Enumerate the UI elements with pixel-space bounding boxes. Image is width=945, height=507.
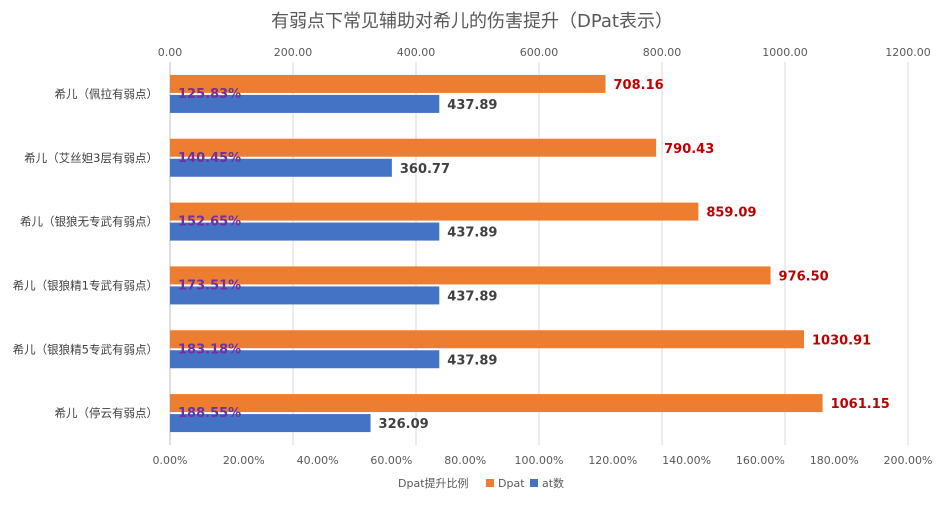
bar-dpat	[170, 202, 699, 221]
bar-dpat	[170, 266, 771, 285]
data-label-ratio: 183.18%	[178, 342, 241, 357]
legend-entry: Dpat	[498, 477, 525, 490]
data-label-ratio: 152.65%	[178, 215, 241, 230]
bar-at	[170, 414, 371, 433]
legend-swatch	[486, 479, 494, 487]
bottom-axis-tick-label: 20.00%	[223, 454, 265, 467]
bottom-axis-tick-label: 80.00%	[444, 454, 486, 467]
data-label-at: 326.09	[379, 417, 429, 432]
bars	[170, 74, 823, 433]
data-label-dpat: 1030.91	[812, 333, 871, 348]
legend-swatch	[530, 479, 538, 487]
category-label: 希儿（艾丝妲3层有弱点）	[24, 151, 158, 165]
legend: Dpat提升比例 Dpat at数	[398, 476, 564, 490]
data-label-ratio: 140.45%	[178, 151, 241, 166]
bottom-axis-tick-label: 100.00%	[515, 454, 564, 467]
data-label-at: 437.89	[447, 98, 497, 113]
category-axis: 希儿（佩拉有弱点） 希儿（艾丝妲3层有弱点） 希儿（银狼无专武有弱点） 希儿（银狼精1…	[13, 62, 171, 445]
data-label-ratio: 125.83%	[178, 87, 241, 102]
bottom-axis-tick-label: 140.00%	[662, 454, 711, 467]
category-label: 希儿（佩拉有弱点）	[55, 87, 159, 101]
data-label-ratio: 173.51%	[178, 278, 241, 293]
top-axis-tick-label: 400.00	[397, 46, 436, 59]
data-label-dpat: 976.50	[779, 269, 829, 284]
category-label: 希儿（银狼精1专武有弱点）	[13, 278, 158, 292]
category-label: 希儿（银狼精5专武有弱点）	[13, 342, 158, 356]
data-labels: 708.16 437.89 125.83% 790.43 360.77 140.45% 85…	[178, 78, 890, 432]
bar-at	[170, 94, 440, 113]
category-label: 希儿（银狼无专武有弱点）	[20, 215, 158, 229]
bar-at	[170, 222, 440, 241]
top-axis-tick-label: 1200.00	[885, 46, 931, 59]
bar-at	[170, 286, 440, 305]
bar-dpat	[170, 138, 657, 157]
bottom-axis-tick-label: 200.00%	[884, 454, 933, 467]
bottom-axis-tick-label: 180.00%	[810, 454, 859, 467]
bottom-axis: 0.00% 20.00% 40.00% 60.00% 80.00% 100.00% 120.…	[153, 454, 933, 467]
chart-title: 有弱点下常见辅助对希儿的伤害提升（DPat表示）	[271, 11, 673, 32]
bar-dpat	[170, 394, 823, 413]
legend-entry: Dpat提升比例	[398, 476, 469, 490]
top-axis: 0.00 200.00 400.00 600.00 800.00 1000.00 1200.…	[158, 46, 931, 59]
top-axis-tick-label: 800.00	[643, 46, 682, 59]
grid-layer	[169, 62, 909, 445]
bottom-axis-tick-label: 120.00%	[588, 454, 637, 467]
category-label: 希儿（停云有弱点）	[55, 406, 159, 420]
bottom-axis-tick-label: 40.00%	[297, 454, 339, 467]
data-label-at: 437.89	[447, 226, 497, 241]
top-axis-tick-label: 200.00	[274, 46, 313, 59]
top-axis-tick-label: 600.00	[520, 46, 559, 59]
bottom-axis-tick-label: 0.00%	[153, 454, 188, 467]
data-label-dpat: 790.43	[664, 142, 714, 157]
bottom-axis-tick-label: 160.00%	[736, 454, 785, 467]
data-label-dpat: 1061.15	[831, 397, 890, 412]
data-label-at: 437.89	[447, 289, 497, 304]
bar-dpat	[170, 74, 606, 93]
data-label-dpat: 859.09	[706, 206, 756, 221]
data-label-at: 437.89	[447, 353, 497, 368]
legend-entry: at数	[542, 477, 564, 490]
bar-dpat	[170, 330, 805, 349]
top-axis-tick-label: 1000.00	[762, 46, 808, 59]
top-axis-tick-label: 0.00	[158, 46, 183, 59]
data-label-dpat: 708.16	[614, 78, 664, 93]
data-label-at: 360.77	[400, 162, 450, 177]
bar-at	[170, 350, 440, 369]
bottom-axis-tick-label: 60.00%	[370, 454, 412, 467]
data-label-ratio: 188.55%	[178, 406, 241, 421]
bar-at	[170, 158, 392, 177]
